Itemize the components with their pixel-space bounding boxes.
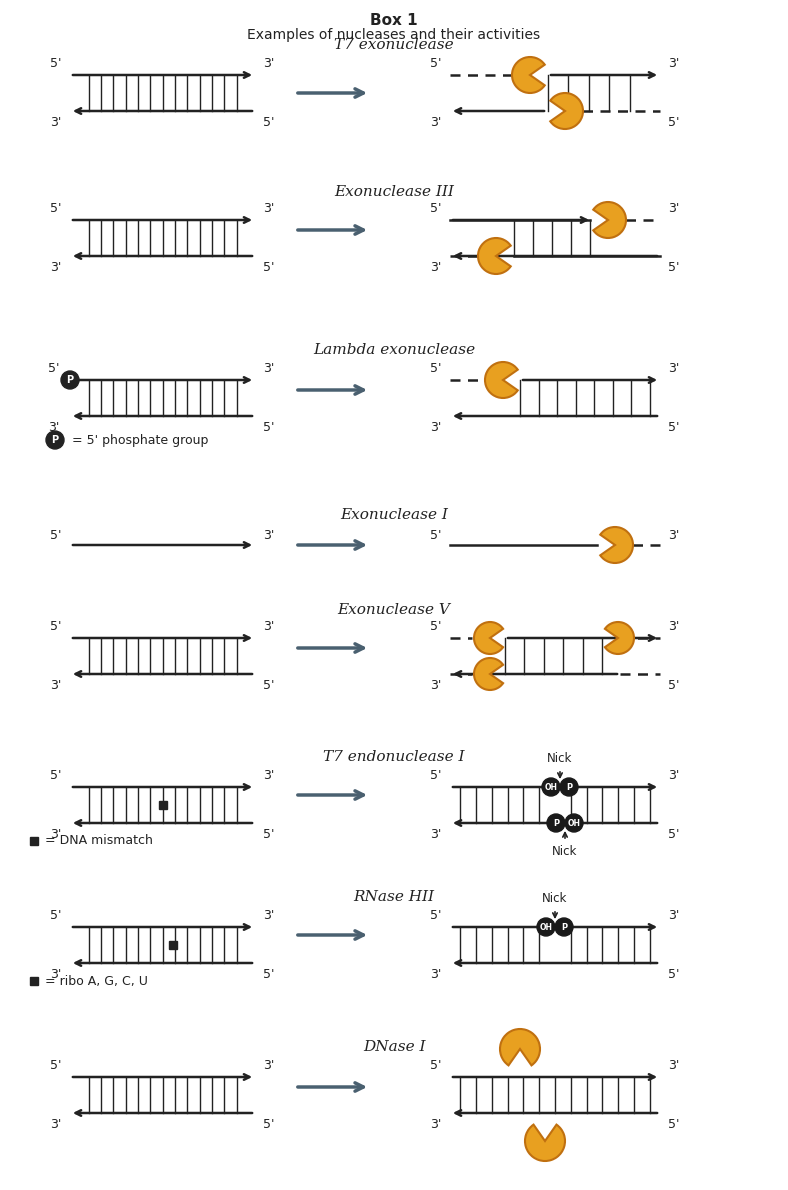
Text: 5': 5'	[430, 362, 442, 375]
Text: = 5' phosphate group: = 5' phosphate group	[72, 433, 208, 446]
Text: 5': 5'	[50, 57, 61, 70]
Wedge shape	[478, 238, 511, 274]
Bar	[169, 941, 177, 948]
Circle shape	[547, 814, 565, 832]
Text: OH: OH	[545, 783, 557, 791]
Text: 5': 5'	[668, 967, 680, 981]
Text: 3': 3'	[668, 202, 680, 215]
Text: 3': 3'	[668, 769, 680, 782]
Text: 3': 3'	[50, 1117, 61, 1130]
Text: 5': 5'	[430, 1059, 442, 1072]
Text: 3': 3'	[430, 261, 442, 274]
Text: 5': 5'	[263, 828, 275, 841]
Text: DNase I: DNase I	[362, 1040, 426, 1054]
Text: 3': 3'	[668, 57, 680, 70]
Text: 5': 5'	[430, 57, 442, 70]
Wedge shape	[474, 622, 503, 654]
Text: OH: OH	[540, 922, 552, 932]
Text: OH: OH	[567, 819, 581, 827]
Bar	[30, 977, 38, 985]
Text: Nick: Nick	[548, 752, 573, 765]
Circle shape	[565, 814, 583, 832]
Text: 3': 3'	[50, 967, 61, 981]
Text: T7 exonuclease: T7 exonuclease	[334, 38, 454, 52]
Text: 5': 5'	[430, 530, 442, 541]
Text: 5': 5'	[668, 261, 680, 274]
Text: 5': 5'	[668, 828, 680, 841]
Text: 5': 5'	[48, 362, 60, 375]
Text: 3': 3'	[50, 679, 61, 693]
Wedge shape	[525, 1125, 565, 1161]
Circle shape	[46, 431, 64, 449]
Text: P: P	[51, 436, 58, 445]
Wedge shape	[500, 1029, 540, 1065]
Text: 5': 5'	[430, 620, 442, 633]
Text: 3': 3'	[668, 530, 680, 541]
Text: 3': 3'	[668, 909, 680, 922]
Text: 5': 5'	[50, 202, 61, 215]
Text: P: P	[561, 922, 567, 932]
Text: 3': 3'	[48, 421, 60, 434]
Wedge shape	[600, 527, 633, 563]
Text: 3': 3'	[263, 530, 275, 541]
Text: Nick: Nick	[552, 845, 578, 858]
Text: 5': 5'	[263, 967, 275, 981]
Bar	[158, 801, 166, 809]
Text: 3': 3'	[430, 115, 442, 129]
Text: = ribo A, G, C, U: = ribo A, G, C, U	[45, 975, 148, 988]
Text: 3': 3'	[50, 828, 61, 841]
Text: 5': 5'	[263, 115, 275, 129]
Text: 3': 3'	[263, 57, 275, 70]
Circle shape	[61, 371, 79, 389]
Text: Nick: Nick	[542, 892, 567, 906]
Circle shape	[560, 778, 578, 796]
Text: 5': 5'	[263, 261, 275, 274]
Text: 5': 5'	[668, 421, 680, 434]
Text: Exonuclease V: Exonuclease V	[337, 603, 451, 616]
Text: 5': 5'	[50, 1059, 61, 1072]
Text: 5': 5'	[263, 1117, 275, 1130]
Text: T7 endonuclease I: T7 endonuclease I	[323, 750, 465, 764]
Text: 3': 3'	[263, 620, 275, 633]
Text: 3': 3'	[430, 967, 442, 981]
Wedge shape	[593, 202, 626, 238]
Text: 3': 3'	[50, 115, 61, 129]
Text: 3': 3'	[263, 909, 275, 922]
Text: Box 1: Box 1	[370, 13, 418, 27]
Text: 3': 3'	[668, 620, 680, 633]
Text: Exonuclease I: Exonuclease I	[340, 508, 448, 522]
Wedge shape	[474, 658, 503, 690]
Text: 5': 5'	[263, 679, 275, 693]
Circle shape	[555, 917, 573, 937]
Text: Exonuclease III: Exonuclease III	[334, 184, 454, 199]
Text: P: P	[553, 819, 559, 827]
Text: P: P	[66, 375, 73, 386]
Text: Examples of nucleases and their activities: Examples of nucleases and their activiti…	[247, 29, 541, 42]
Circle shape	[542, 778, 560, 796]
Wedge shape	[550, 93, 583, 129]
Text: 3': 3'	[430, 828, 442, 841]
Text: 5': 5'	[430, 909, 442, 922]
Text: = DNA mismatch: = DNA mismatch	[45, 834, 153, 847]
Text: P: P	[566, 783, 572, 791]
Text: 3': 3'	[430, 421, 442, 434]
Text: 5': 5'	[263, 421, 275, 434]
Text: 5': 5'	[668, 115, 680, 129]
Text: 3': 3'	[263, 202, 275, 215]
Wedge shape	[605, 622, 634, 654]
Text: 3': 3'	[263, 362, 275, 375]
Text: Lambda exonuclease: Lambda exonuclease	[313, 343, 475, 357]
Text: 5': 5'	[50, 909, 61, 922]
Text: 5': 5'	[50, 620, 61, 633]
Bar	[30, 837, 38, 845]
Text: 3': 3'	[430, 1117, 442, 1130]
Wedge shape	[512, 57, 545, 93]
Text: 3': 3'	[50, 261, 61, 274]
Wedge shape	[485, 362, 518, 397]
Text: 5': 5'	[668, 679, 680, 693]
Text: 3': 3'	[263, 1059, 275, 1072]
Text: 3': 3'	[430, 679, 442, 693]
Text: 5': 5'	[50, 530, 61, 541]
Text: 5': 5'	[668, 1117, 680, 1130]
